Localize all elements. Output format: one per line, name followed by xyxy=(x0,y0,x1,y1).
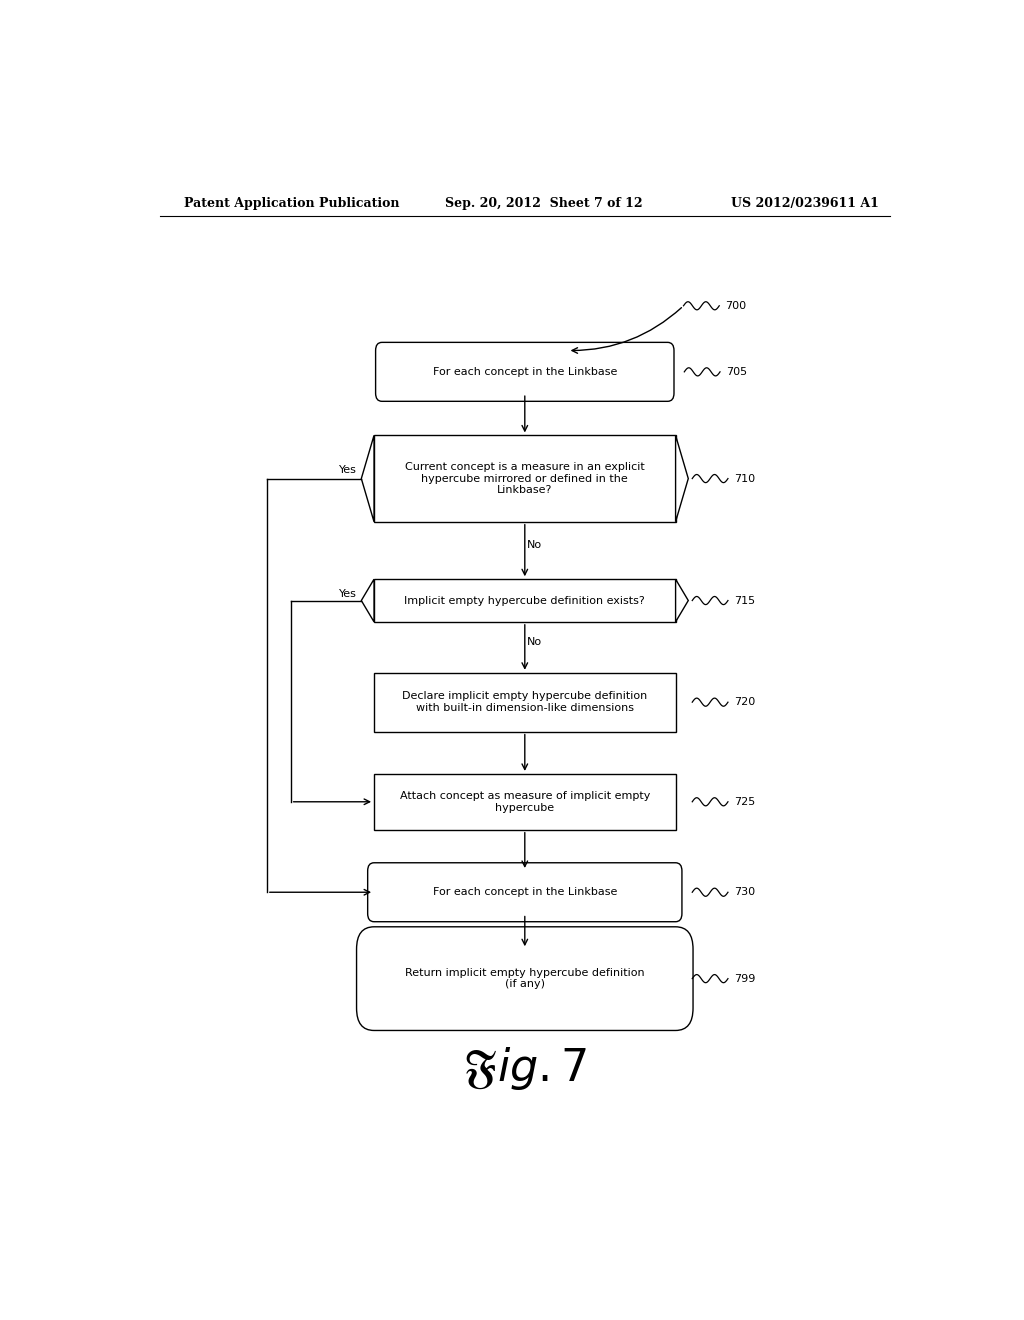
Text: 710: 710 xyxy=(734,474,756,483)
Polygon shape xyxy=(676,436,688,521)
Text: 720: 720 xyxy=(734,697,756,708)
Text: $\mathfrak{F}$$ig.7$: $\mathfrak{F}$$ig.7$ xyxy=(463,1044,587,1092)
Text: 725: 725 xyxy=(734,797,756,807)
Text: Yes: Yes xyxy=(340,590,357,599)
Text: No: No xyxy=(527,638,543,647)
FancyBboxPatch shape xyxy=(376,342,674,401)
Text: 705: 705 xyxy=(726,367,748,376)
Text: Return implicit empty hypercube definition
(if any): Return implicit empty hypercube definiti… xyxy=(404,968,645,990)
Text: No: No xyxy=(527,540,543,550)
Text: Yes: Yes xyxy=(340,466,357,475)
Text: 730: 730 xyxy=(734,887,756,898)
FancyBboxPatch shape xyxy=(356,927,693,1031)
Polygon shape xyxy=(676,579,688,622)
Text: 799: 799 xyxy=(734,974,756,983)
Text: 700: 700 xyxy=(726,301,746,310)
Bar xyxy=(374,774,676,830)
FancyBboxPatch shape xyxy=(368,863,682,921)
Text: Patent Application Publication: Patent Application Publication xyxy=(183,197,399,210)
Text: US 2012/0239611 A1: US 2012/0239611 A1 xyxy=(731,197,879,210)
Polygon shape xyxy=(361,436,374,521)
Bar xyxy=(374,579,676,622)
Text: Current concept is a measure in an explicit
hypercube mirrored or defined in the: Current concept is a measure in an expli… xyxy=(404,462,645,495)
Text: Implicit empty hypercube definition exists?: Implicit empty hypercube definition exis… xyxy=(404,595,645,606)
Text: For each concept in the Linkbase: For each concept in the Linkbase xyxy=(432,887,617,898)
Text: For each concept in the Linkbase: For each concept in the Linkbase xyxy=(432,367,617,376)
Bar xyxy=(374,436,676,521)
Text: Attach concept as measure of implicit empty
hypercube: Attach concept as measure of implicit em… xyxy=(399,791,650,813)
Bar xyxy=(374,673,676,731)
Text: 715: 715 xyxy=(734,595,756,606)
Text: Declare implicit empty hypercube definition
with built-in dimension-like dimensi: Declare implicit empty hypercube definit… xyxy=(402,692,647,713)
Text: Sep. 20, 2012  Sheet 7 of 12: Sep. 20, 2012 Sheet 7 of 12 xyxy=(445,197,643,210)
Polygon shape xyxy=(361,579,374,622)
